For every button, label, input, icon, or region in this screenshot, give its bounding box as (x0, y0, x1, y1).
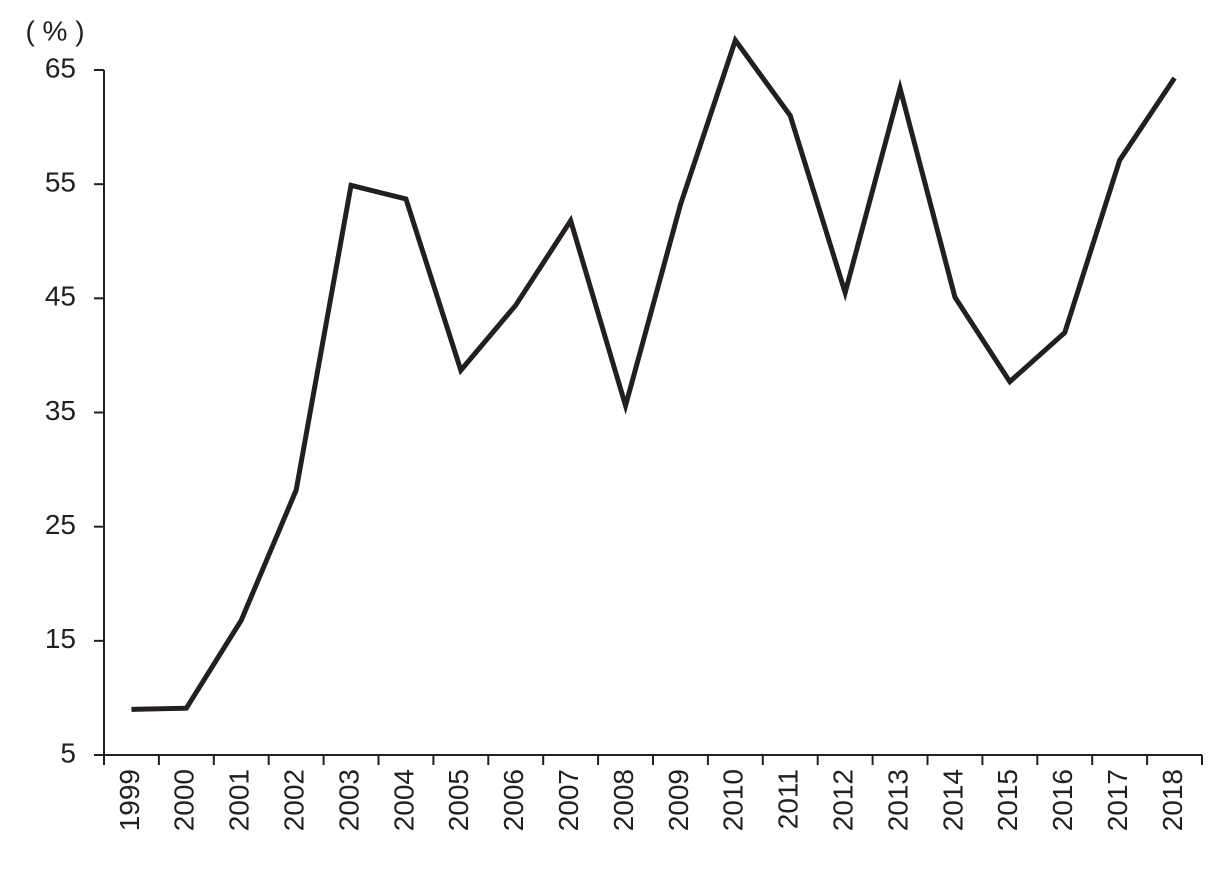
y-tick-label: 65 (45, 52, 76, 83)
x-tick-label: 2018 (1157, 769, 1188, 831)
y-tick-label: 45 (45, 281, 76, 312)
y-tick-label: 25 (45, 509, 76, 540)
x-tick-label: 2003 (333, 769, 364, 831)
x-tick-label: 2017 (1102, 769, 1133, 831)
x-tick-label: 2010 (718, 769, 749, 831)
x-tick-label: 2015 (992, 769, 1023, 831)
x-tick-label: 2005 (443, 769, 474, 831)
x-tick-label: 2008 (608, 769, 639, 831)
y-tick-label: 15 (45, 623, 76, 654)
x-tick-label: 2009 (663, 769, 694, 831)
x-tick-label: 2016 (1047, 769, 1078, 831)
x-tick-label: 2002 (279, 769, 310, 831)
x-tick-label: 1999 (114, 769, 145, 831)
y-axis-label: ( % ) (25, 15, 84, 46)
x-tick-label: 2000 (169, 769, 200, 831)
x-tick-label: 2014 (937, 769, 968, 831)
x-tick-label: 2004 (388, 769, 419, 831)
y-tick-label: 55 (45, 167, 76, 198)
line (131, 34, 1177, 712)
y-tick-label: 5 (60, 737, 76, 768)
x-tick-label: 2011 (773, 769, 804, 829)
x-tick-label: 2012 (828, 769, 859, 831)
y-tick-label: 35 (45, 395, 76, 426)
x-tick-label: 2001 (224, 769, 255, 831)
x-tick-label: 2007 (553, 769, 584, 831)
x-tick-label: 2006 (498, 769, 529, 831)
x-tick-label: 2013 (882, 769, 913, 831)
